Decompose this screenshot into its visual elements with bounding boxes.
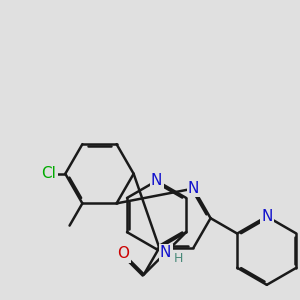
Text: N: N <box>261 209 272 224</box>
Text: N: N <box>151 173 162 188</box>
Text: H: H <box>173 251 183 265</box>
Text: N: N <box>188 181 199 196</box>
Text: Cl: Cl <box>41 166 56 181</box>
Text: O: O <box>117 246 129 261</box>
Text: N: N <box>160 245 171 260</box>
